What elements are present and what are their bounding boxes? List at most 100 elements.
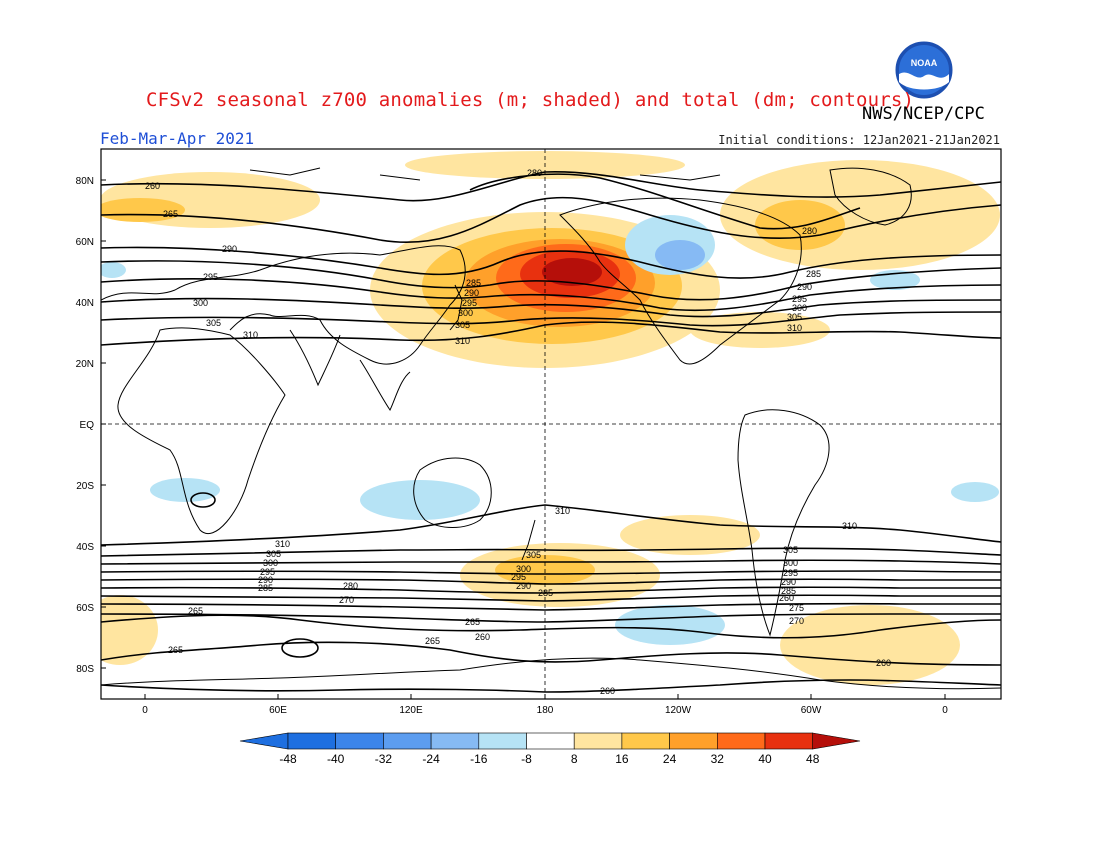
contour-nh-310	[101, 321, 1001, 346]
anomaly-north-america-east	[690, 312, 830, 348]
colorbar-label: -40	[327, 752, 345, 766]
contour-label: 290	[464, 288, 479, 298]
colorbar-label: -16	[470, 752, 488, 766]
contour-label: 295	[511, 572, 526, 582]
lon-label: 60W	[801, 705, 822, 716]
colorbar-labels: -48 -40 -32 -24 -16 -8 8 16 24 32 40 48	[279, 752, 819, 766]
coastline-southeast-asia	[359, 359, 411, 411]
contour-sh-265	[101, 614, 1001, 639]
lat-label: 80S	[76, 664, 94, 675]
contour-label: 300	[783, 558, 798, 568]
contour-label: 290	[222, 244, 237, 254]
agency-label: NWS/NCEP/CPC	[862, 104, 985, 124]
contour-nh-280	[469, 173, 861, 230]
colorbar-label: 32	[711, 752, 725, 766]
contour-label: 310	[842, 521, 857, 531]
colorbar-label: -32	[375, 752, 393, 766]
colorbar-swatch	[573, 732, 623, 750]
contour-nh-265	[101, 196, 1001, 244]
contour-label: 290	[258, 575, 273, 585]
contour-sh-280	[101, 594, 1001, 602]
contour-label: 285	[781, 586, 796, 596]
contour-sh-290	[101, 578, 1001, 585]
contour-label: 270	[339, 595, 354, 605]
contour-label: 295	[783, 568, 798, 578]
contour-label: 285	[258, 583, 273, 593]
contour-label: 265	[168, 645, 183, 655]
contour-label: 305	[526, 550, 541, 560]
colorbar	[239, 732, 861, 750]
colorbar-swatch	[764, 732, 814, 750]
lat-label: 40N	[76, 298, 94, 309]
colorbar-swatch	[478, 732, 527, 750]
coastline-new-zealand	[521, 519, 536, 561]
colorbar-label: 48	[806, 752, 820, 766]
contour-label: 260	[876, 658, 891, 668]
contour-label: 260	[475, 632, 490, 642]
anomaly-australia-negative	[360, 480, 480, 520]
anomaly-east-edge-negative	[951, 482, 999, 502]
contour-label: 280	[802, 226, 817, 236]
contour-label: 300	[458, 308, 473, 318]
contour-label: 290	[781, 577, 796, 587]
contour-label: 280	[527, 168, 542, 178]
contour-label: 310	[243, 330, 258, 340]
contour-label: 270	[789, 616, 804, 626]
contour-label: 285	[538, 588, 553, 598]
lat-label: EQ	[80, 420, 95, 431]
colorbar-swatch	[335, 732, 384, 750]
colorbar-high-arrow	[812, 732, 861, 750]
colorbar-swatch	[716, 732, 766, 750]
contour-label: 310	[275, 539, 290, 549]
contour-label: 295	[203, 272, 218, 282]
contour-labels: 260 265 290 295 300 305 310 310 280 280 …	[145, 168, 891, 696]
contour-sh-300	[101, 559, 1001, 565]
coastline-africa	[117, 327, 286, 534]
contour-sh-285	[101, 586, 1001, 594]
colorbar-label: -48	[279, 752, 297, 766]
contour-sh-270	[101, 613, 1001, 623]
lat-label: 20N	[76, 359, 94, 370]
contour-label: 295	[260, 567, 275, 577]
map-title: CFSv2 seasonal z700 anomalies (m; shaded…	[146, 89, 915, 111]
contour-nh-260	[101, 171, 1001, 202]
anomaly-canada-negative-core	[655, 240, 705, 270]
contour-label: 290	[797, 282, 812, 292]
anomaly-greenland-core	[755, 200, 845, 250]
lat-label: 40S	[76, 542, 94, 553]
initial-conditions: Initial conditions: 12Jan2021-21Jan2021	[718, 133, 1000, 147]
colorbar-swatch	[526, 732, 575, 750]
forecast-period: Feb-Mar-Apr 2021	[100, 129, 255, 148]
colorbar-swatch	[383, 732, 432, 750]
coastline-japan	[449, 284, 463, 331]
anomaly-west-edge-negative	[101, 262, 126, 278]
lon-label: 0	[142, 705, 148, 716]
contour-nh-305	[101, 311, 1001, 327]
contour-label: 265	[425, 636, 440, 646]
graticule	[101, 149, 1001, 699]
coastline-india	[289, 329, 341, 387]
contour-label: 265	[188, 606, 203, 616]
colorbar-label: 40	[758, 752, 772, 766]
anomaly-arctic-europe-core	[101, 198, 185, 222]
contour-label: 280	[343, 581, 358, 591]
contour-sh-275	[101, 602, 1001, 611]
latitude-axis: 80N 60N 40N 20N EQ 20S 40S 60S 80S	[76, 176, 106, 675]
anomaly-north-pacific-max	[542, 258, 602, 286]
lat-label: 60N	[76, 237, 94, 248]
lon-label: 120E	[399, 705, 423, 716]
contour-label: 305	[206, 318, 221, 328]
contour-nh-290	[101, 260, 1001, 301]
contour-label: 305	[266, 549, 281, 559]
contour-sh-310	[101, 504, 1001, 546]
contour-sh-295	[101, 570, 1001, 575]
contour-label: 310	[455, 336, 470, 346]
contour-label: 305	[455, 320, 470, 330]
contour-label: 300	[516, 564, 531, 574]
coastline-greenland	[829, 167, 912, 226]
anomaly-southern-ocean-west	[101, 595, 158, 665]
contour-label: 300	[263, 558, 278, 568]
contour-sh-265-low	[101, 641, 1001, 666]
lon-label: 180	[537, 705, 554, 716]
contour-sh-africa-closed	[190, 492, 216, 508]
